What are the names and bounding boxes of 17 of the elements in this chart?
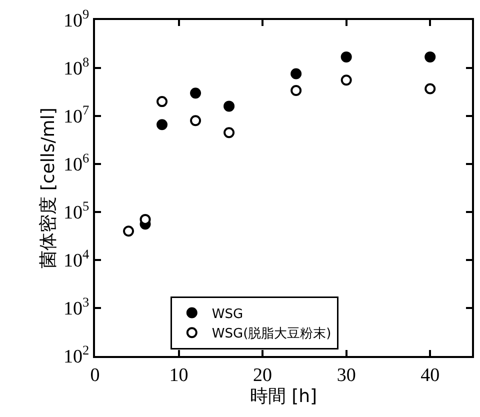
x-tick-label: 30 (336, 364, 356, 386)
x-tick-label: 10 (169, 364, 188, 386)
y-tick-label: 10$^{4}$ (64, 246, 90, 272)
legend-label: WSG(脱脂大豆粉末) (212, 326, 332, 342)
y-tick-label: 10$^{7}$ (64, 102, 90, 128)
y-tick-label: 10$^{9}$ (64, 6, 90, 32)
x-tick-label: 40 (420, 364, 440, 386)
y-axis-title: 菌体密度 [cells/ml] (38, 108, 60, 268)
y-tick-label: 10$^{2}$ (64, 342, 90, 368)
y-tick-label: 10$^{8}$ (64, 54, 90, 80)
y-tick-label: 10$^{6}$ (64, 150, 90, 176)
x-tick-label: 0 (90, 364, 100, 386)
y-tick-label: 10$^{3}$ (64, 294, 90, 320)
x-axis-title: 時間 [h] (250, 386, 318, 407)
y-tick-label: 10$^{5}$ (64, 198, 90, 224)
x-tick-label: 20 (253, 364, 272, 386)
legend-label: WSG (212, 306, 244, 322)
